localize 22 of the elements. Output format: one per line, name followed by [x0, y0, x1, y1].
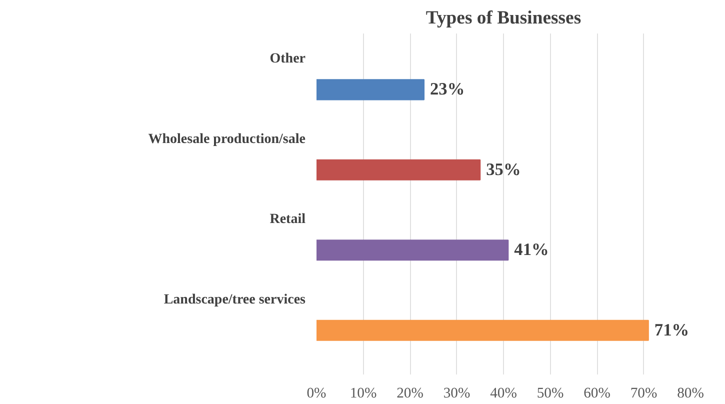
- x-tick-label: 60%: [584, 386, 610, 402]
- x-tick-label: 50%: [536, 386, 564, 402]
- y-tick-label: Retail: [270, 212, 306, 228]
- x-tick-label: 0%: [306, 386, 326, 402]
- x-tick-label: 40%: [490, 386, 517, 402]
- data-label: 41%: [514, 240, 549, 260]
- bar: [316, 79, 425, 100]
- x-tick-label: 70%: [630, 386, 658, 402]
- y-tick-label: Other: [270, 52, 306, 67]
- y-tick-label: Wholesale production/sale: [148, 132, 306, 147]
- y-tick-label: Landscape/tree services: [164, 292, 306, 308]
- data-label: 71%: [654, 320, 690, 340]
- data-label: 23%: [430, 80, 465, 99]
- bar: [316, 320, 649, 341]
- x-tick-label: 80%: [677, 386, 704, 402]
- data-label: 35%: [486, 160, 521, 179]
- bar: [316, 240, 509, 261]
- chart-title: Types of Businesses: [426, 8, 582, 28]
- x-tick-label: 20%: [396, 386, 424, 402]
- x-tick-label: 10%: [350, 386, 377, 402]
- x-tick-label: 30%: [443, 386, 470, 402]
- bar: [316, 159, 481, 180]
